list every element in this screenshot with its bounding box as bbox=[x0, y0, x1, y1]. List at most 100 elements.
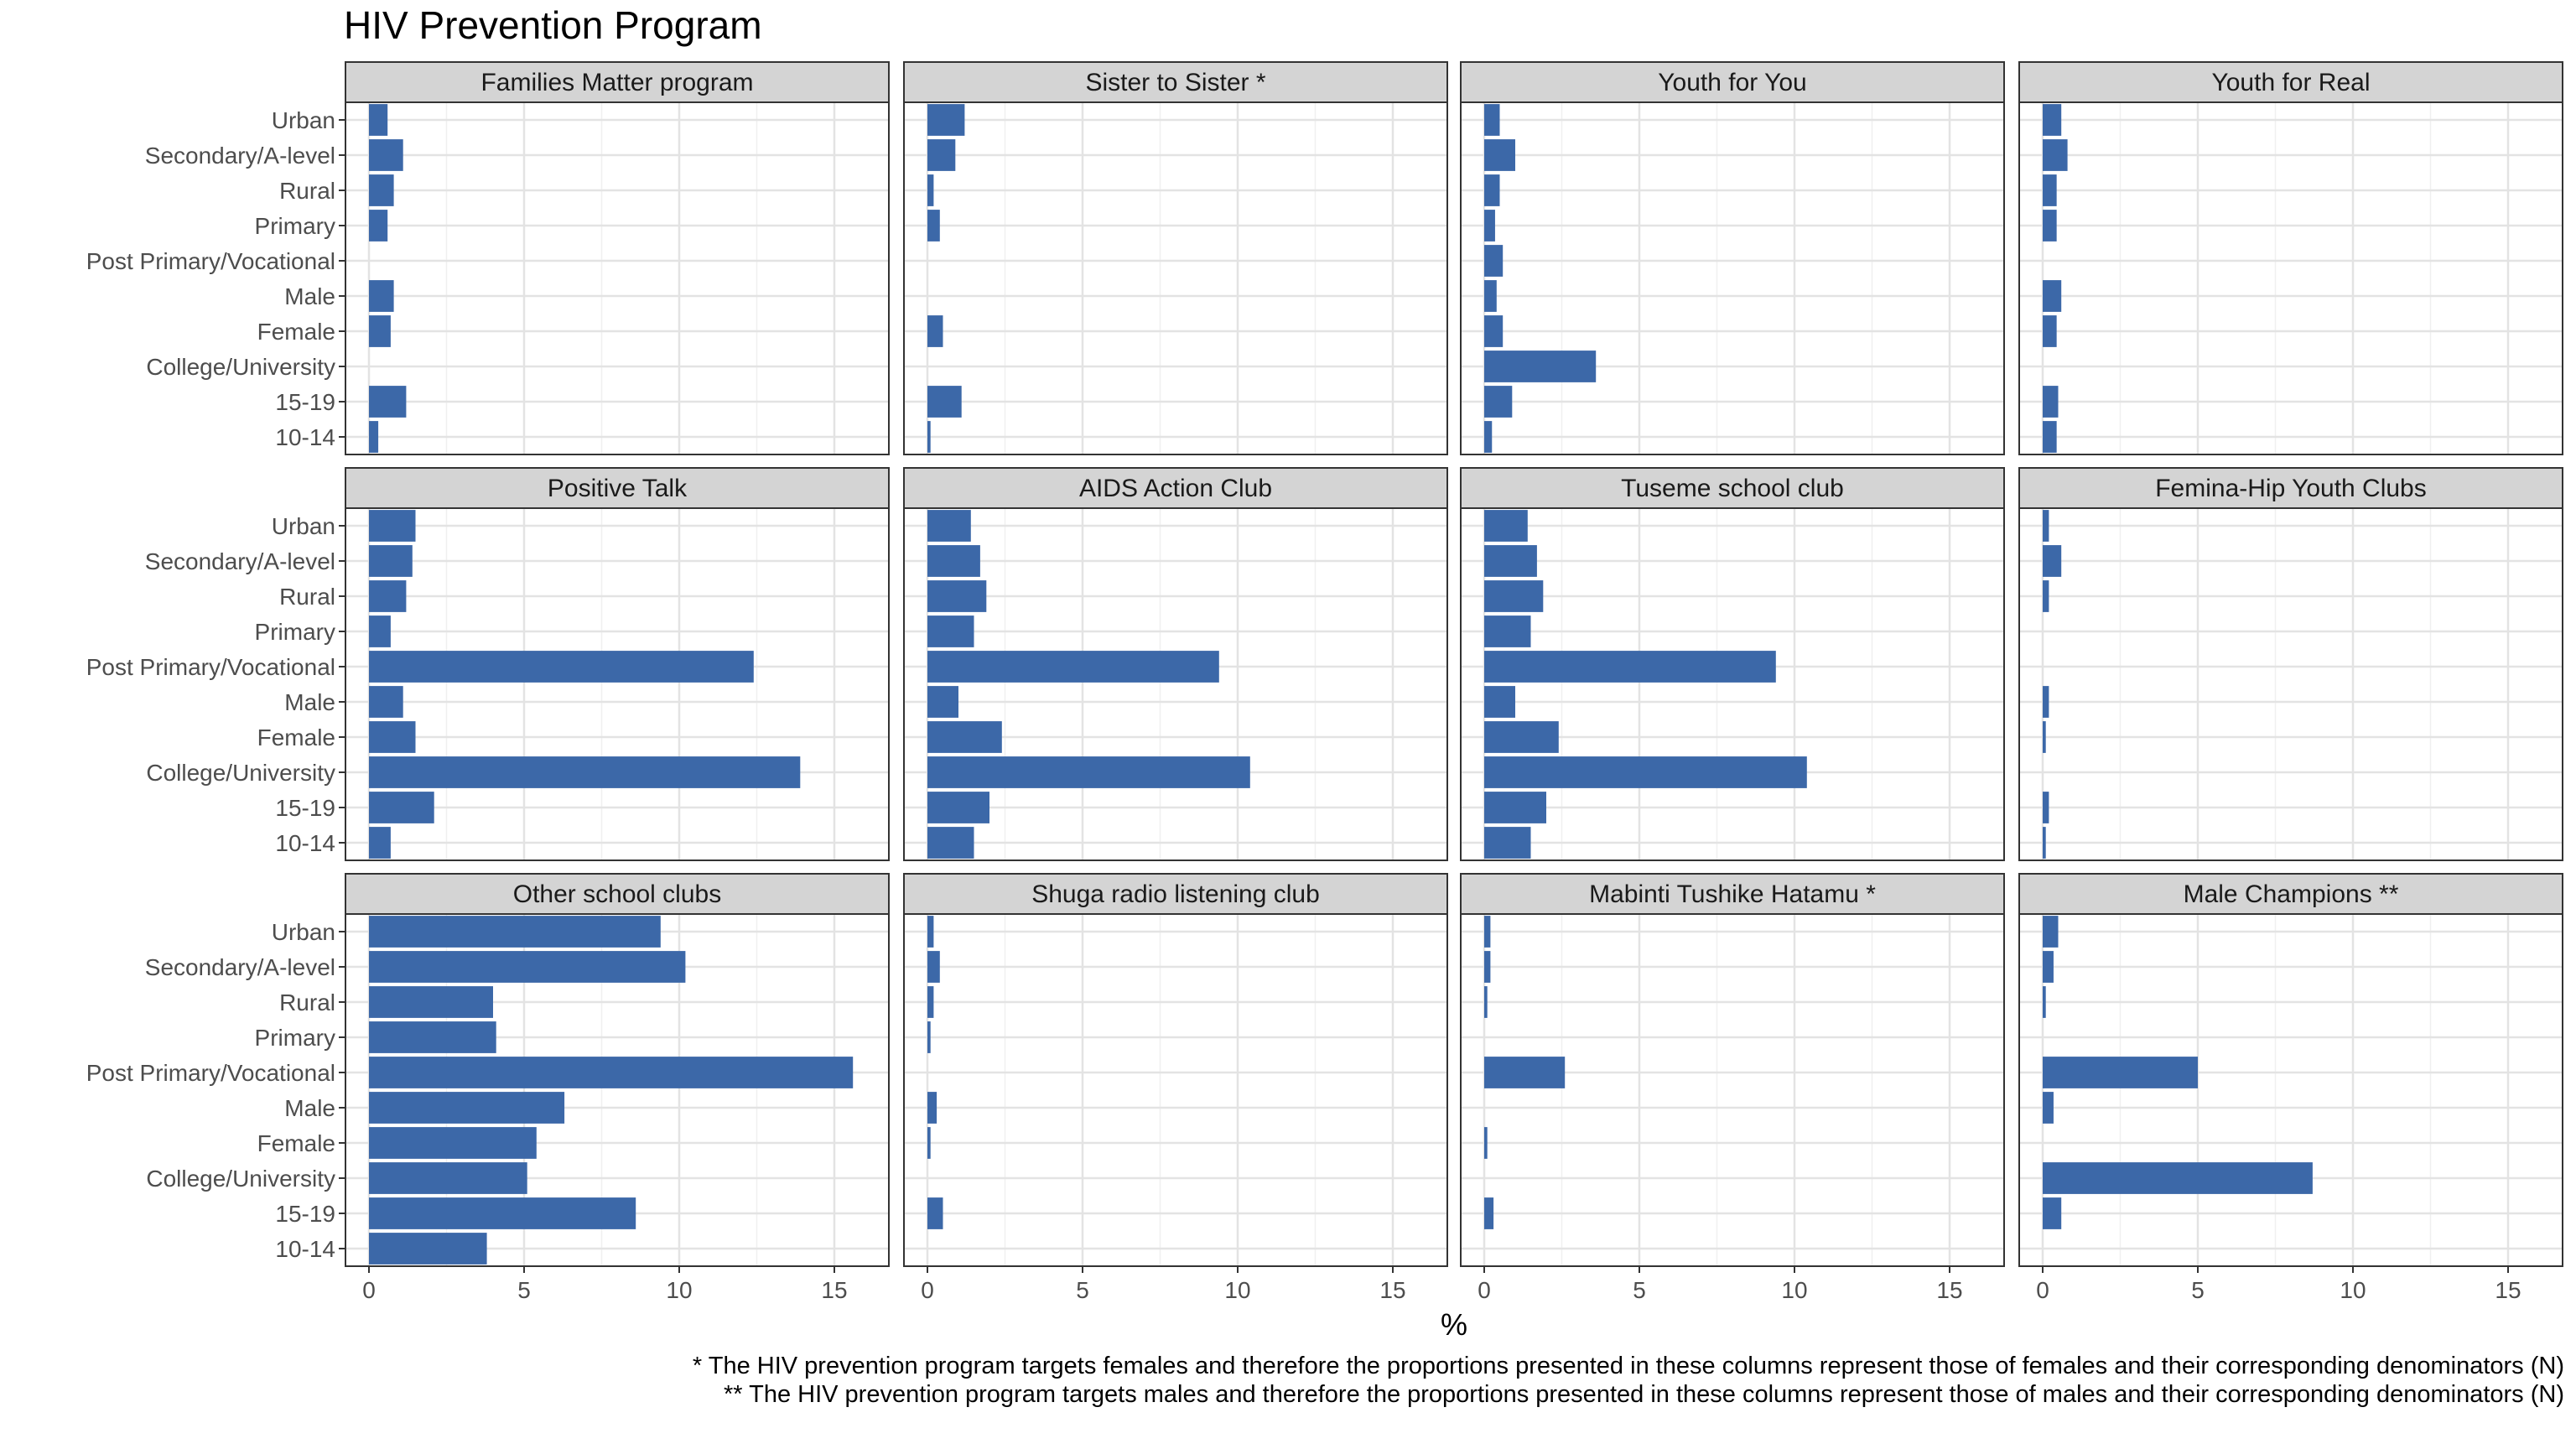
panel-tuseme-school-club: Tuseme school club bbox=[1460, 467, 2005, 861]
bar-college-university bbox=[1484, 351, 1597, 382]
bar-rural bbox=[927, 986, 934, 1018]
x-tick-label: 0 bbox=[1478, 1277, 1491, 1303]
bar-urban bbox=[927, 916, 934, 948]
x-tick-label: 15 bbox=[2495, 1277, 2521, 1303]
y-tick-label: Post Primary/Vocational bbox=[86, 248, 335, 274]
panel-strip bbox=[2018, 873, 2563, 915]
panel-border bbox=[1460, 913, 2005, 1267]
bar-female bbox=[369, 315, 391, 347]
y-tick-label: Urban bbox=[272, 919, 335, 945]
bar-secondary-a-level bbox=[1484, 951, 1491, 983]
bar-male bbox=[927, 1092, 937, 1124]
y-tick-label: Male bbox=[284, 1095, 335, 1121]
bar-secondary-a-level bbox=[1484, 545, 1537, 577]
x-axis-title: % bbox=[1441, 1307, 1467, 1342]
panel-background bbox=[904, 102, 1447, 454]
y-tick-label: Primary bbox=[255, 1025, 335, 1051]
y-tick-label: Female bbox=[257, 319, 335, 345]
panel-background bbox=[2019, 102, 2563, 454]
y-tick-label: Primary bbox=[255, 619, 335, 645]
bar-primary bbox=[927, 1021, 931, 1053]
bar-secondary-a-level bbox=[1484, 139, 1515, 171]
y-tick-label: College/University bbox=[146, 760, 335, 786]
bar-male bbox=[369, 1092, 565, 1124]
bar-urban bbox=[369, 916, 661, 948]
bar-15-19 bbox=[927, 386, 962, 418]
bar-urban bbox=[1484, 510, 1528, 542]
caption-female-note: * The HIV prevention program targets fem… bbox=[693, 1353, 2564, 1379]
bar-10-14 bbox=[369, 1233, 487, 1265]
bar-rural bbox=[1484, 986, 1488, 1018]
bar-male bbox=[2043, 686, 2049, 718]
bar-10-14 bbox=[927, 827, 974, 859]
panel-border bbox=[2018, 913, 2563, 1267]
panel-title: Shuga radio listening club bbox=[1031, 880, 1320, 908]
y-axis: Urban Secondary/A-level Rural Primary Post P… bbox=[86, 107, 345, 1262]
panel-other-school-clubs: Other school clubs bbox=[345, 873, 890, 1267]
panel-strip bbox=[345, 467, 890, 509]
panel-background bbox=[1461, 914, 2004, 1266]
panel-border bbox=[903, 507, 1448, 861]
bar-urban bbox=[927, 510, 971, 542]
bar-10-14 bbox=[2043, 421, 2057, 453]
bar-secondary-a-level bbox=[2043, 951, 2054, 983]
bar-male bbox=[369, 280, 394, 312]
bar-male bbox=[1484, 686, 1515, 718]
panel-title: Positive Talk bbox=[548, 475, 688, 502]
panel-title: Youth for You bbox=[1658, 69, 1806, 96]
bar-college-university bbox=[927, 756, 1250, 788]
bar-secondary-a-level bbox=[2043, 545, 2062, 577]
bar-rural bbox=[369, 580, 407, 612]
bar-10-14 bbox=[1484, 827, 1531, 859]
bar-rural bbox=[2043, 174, 2057, 206]
panel-title: Femina-Hip Youth Clubs bbox=[2155, 475, 2427, 502]
bar-10-14 bbox=[2043, 827, 2046, 859]
bar-female bbox=[2043, 721, 2046, 753]
caption-male-note: ** The HIV prevention program targets ma… bbox=[724, 1381, 2564, 1408]
x-tick-label: 0 bbox=[362, 1277, 376, 1303]
panel-title: AIDS Action Club bbox=[1079, 475, 1272, 502]
panel-border bbox=[903, 101, 1448, 455]
bar-post-primary-vocational bbox=[1484, 245, 1504, 277]
y-tick-label: Female bbox=[257, 1130, 335, 1156]
panel-strip bbox=[2018, 467, 2563, 509]
bar-primary bbox=[369, 210, 388, 242]
bar-secondary-a-level bbox=[369, 951, 686, 983]
bar-female bbox=[927, 721, 1002, 753]
panel-shuga-radio-listening-club: Shuga radio listening club bbox=[903, 873, 1448, 1267]
chart-title: HIV Prevention Program bbox=[344, 3, 762, 47]
bar-urban bbox=[369, 104, 388, 136]
x-tick-label: 10 bbox=[1781, 1277, 1807, 1303]
y-tick-label: Female bbox=[257, 724, 335, 750]
bar-urban bbox=[927, 104, 965, 136]
bar-10-14 bbox=[369, 421, 379, 453]
panel-strip bbox=[2018, 61, 2563, 103]
bar-urban bbox=[369, 510, 416, 542]
bar-rural bbox=[927, 580, 987, 612]
panel-background bbox=[1461, 508, 2004, 860]
bar-primary bbox=[369, 1021, 496, 1053]
panel-title: Other school clubs bbox=[513, 880, 721, 908]
bar-secondary-a-level bbox=[927, 951, 940, 983]
y-tick-label: Secondary/A-level bbox=[145, 143, 335, 169]
panel-strip bbox=[903, 873, 1448, 915]
bar-post-primary-vocational bbox=[369, 1057, 854, 1088]
bar-primary bbox=[2043, 210, 2057, 242]
bar-15-19 bbox=[369, 1197, 636, 1229]
bar-15-19 bbox=[1484, 386, 1513, 418]
bar-female bbox=[1484, 315, 1504, 347]
bar-urban bbox=[1484, 916, 1491, 948]
bar-10-14 bbox=[927, 421, 931, 453]
panel-title: Families Matter program bbox=[480, 69, 753, 96]
bar-rural bbox=[1484, 174, 1500, 206]
bar-rural bbox=[369, 986, 493, 1018]
bar-male bbox=[927, 686, 958, 718]
bar-urban bbox=[1484, 104, 1500, 136]
bar-urban bbox=[2043, 104, 2062, 136]
x-tick-label: 0 bbox=[921, 1277, 934, 1303]
x-tick-label: 5 bbox=[1633, 1277, 1646, 1303]
panel-title: Youth for Real bbox=[2211, 69, 2370, 96]
panel-background bbox=[2019, 508, 2563, 860]
bar-15-19 bbox=[369, 792, 434, 823]
y-tick-label: 15-19 bbox=[275, 1201, 335, 1227]
